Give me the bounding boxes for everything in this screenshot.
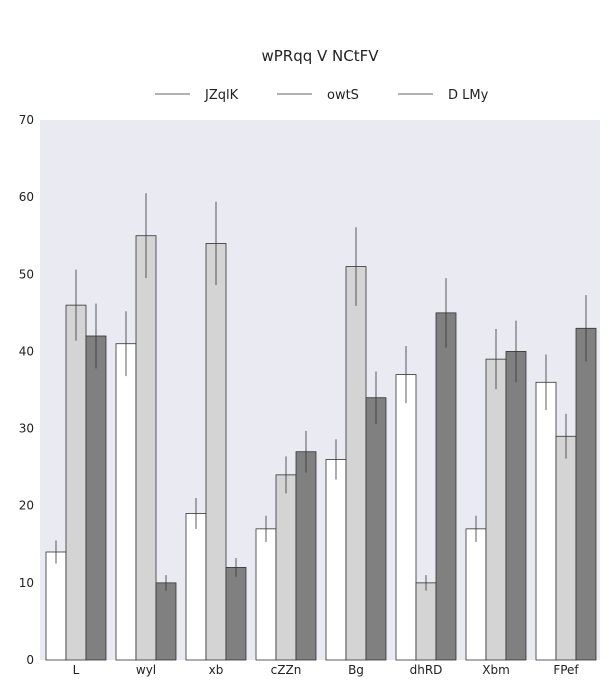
y-tick-label: 30 <box>19 422 34 436</box>
y-tick-label: 10 <box>19 576 34 590</box>
bars <box>45 193 597 661</box>
legend-label: owtS <box>327 88 359 103</box>
x-tick-label: Xbm <box>482 663 510 677</box>
bar <box>135 235 157 661</box>
y-tick-label: 40 <box>19 344 34 358</box>
bar <box>395 374 417 661</box>
bar <box>485 358 507 661</box>
legend: JZqlK owtS D LMy <box>155 88 489 103</box>
bar <box>65 304 87 661</box>
bar <box>45 551 67 661</box>
bar <box>255 528 277 661</box>
bar <box>435 312 457 661</box>
bar <box>365 397 387 661</box>
bar <box>275 474 297 661</box>
x-tick-label: xb <box>209 663 224 677</box>
bar <box>295 451 317 661</box>
bar <box>205 243 227 661</box>
chart-title: wPRqq V NCtFV <box>261 47 379 65</box>
x-tick-label: cZZn <box>271 663 302 677</box>
y-tick-label: 60 <box>19 190 34 204</box>
bar <box>535 381 557 661</box>
y-tick-label: 50 <box>19 267 34 281</box>
x-tick-label: dhRD <box>410 663 443 677</box>
y-tick-label: 20 <box>19 499 34 513</box>
bar <box>505 351 527 661</box>
legend-label: D LMy <box>448 88 489 103</box>
y-tick-label: 70 <box>19 113 34 127</box>
bar <box>85 335 107 661</box>
x-tick-label: Bg <box>348 663 364 677</box>
bar <box>115 343 137 661</box>
x-tick-label: L <box>73 663 80 677</box>
bar <box>345 266 367 661</box>
legend-label: JZqlK <box>204 88 239 103</box>
bar <box>575 327 597 661</box>
bar <box>325 459 347 661</box>
bar <box>225 567 247 661</box>
bar <box>155 582 177 661</box>
bar <box>465 528 487 661</box>
x-tick-label: FPef <box>553 663 579 677</box>
bar <box>415 582 437 661</box>
y-axis: 0 10 20 30 40 50 60 70 <box>19 113 34 667</box>
bar <box>555 435 577 661</box>
bar <box>185 513 207 661</box>
x-tick-label: wyl <box>136 663 156 677</box>
y-tick-label: 0 <box>26 653 34 667</box>
